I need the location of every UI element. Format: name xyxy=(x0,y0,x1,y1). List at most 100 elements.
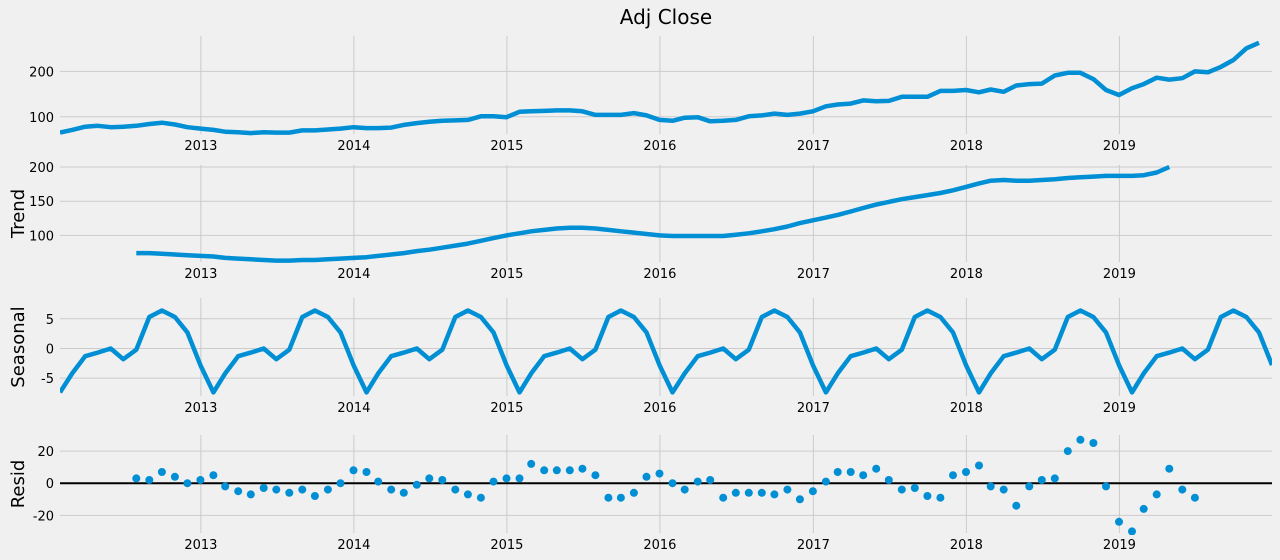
seasonal-series-line xyxy=(60,308,1272,395)
resid-point xyxy=(706,476,715,484)
resid-point xyxy=(962,468,970,476)
seasonal-xtick-label: 2013 xyxy=(184,401,217,416)
resid-point xyxy=(387,485,396,494)
resid-point xyxy=(693,477,702,486)
resid-point xyxy=(285,488,294,497)
resid-point xyxy=(209,471,218,480)
resid-point xyxy=(795,495,804,504)
trend-xtick-label: 2017 xyxy=(797,267,830,282)
resid-point xyxy=(1037,476,1046,484)
resid-point xyxy=(668,479,677,488)
resid-point xyxy=(986,482,995,491)
resid-point xyxy=(999,485,1008,494)
trend-xtick-label: 2016 xyxy=(643,267,676,282)
resid-point xyxy=(1165,464,1174,473)
seasonal-xtick-label: 2019 xyxy=(1103,401,1136,416)
adj-close-series-line xyxy=(60,40,1260,136)
adj-close-xtick-label: 2015 xyxy=(490,139,523,154)
resid-point xyxy=(362,468,371,476)
resid-xtick-label: 2015 xyxy=(490,538,523,553)
resid-point xyxy=(451,485,460,494)
resid-point xyxy=(1139,504,1148,513)
resid-point xyxy=(476,493,485,502)
resid-point xyxy=(897,485,906,494)
resid-xtick-label: 2017 xyxy=(797,538,830,553)
resid-point xyxy=(770,490,779,499)
seasonal-xtick-label: 2017 xyxy=(797,401,830,416)
seasonal-xtick-label: 2018 xyxy=(950,401,983,416)
resid-point xyxy=(552,466,561,475)
seasonal-xtick-label: 2016 xyxy=(643,401,676,416)
seasonal-ytick-label: -5 xyxy=(41,372,54,387)
resid-point xyxy=(336,479,345,488)
resid-point xyxy=(591,471,600,480)
resid-point xyxy=(859,471,868,480)
resid-point xyxy=(272,485,281,494)
resid-point xyxy=(1050,474,1059,483)
adj-close-xtick-label: 2013 xyxy=(184,139,217,154)
resid-point xyxy=(170,472,179,481)
resid-point xyxy=(604,493,613,502)
resid-point xyxy=(846,468,855,476)
trend-xtick-label: 2015 xyxy=(490,267,523,282)
resid-point xyxy=(527,459,536,468)
resid-point xyxy=(298,485,307,494)
resid-point xyxy=(642,472,651,481)
resid-point xyxy=(821,477,830,486)
trend-ytick-label: 200 xyxy=(29,161,54,176)
resid-point xyxy=(936,493,945,502)
resid-point xyxy=(833,468,842,476)
resid-xtick-label: 2013 xyxy=(184,538,217,553)
resid-point xyxy=(884,476,893,484)
resid-point xyxy=(655,469,664,478)
resid-point xyxy=(783,485,792,494)
resid-point xyxy=(221,482,230,491)
resid-point xyxy=(1089,439,1098,447)
resid-point xyxy=(757,488,766,497)
trend-ylabel: Trend xyxy=(8,189,29,239)
trend-ytick-label: 100 xyxy=(29,229,54,244)
resid-point xyxy=(425,474,434,483)
adj-close-xtick-label: 2016 xyxy=(643,139,676,154)
resid-point xyxy=(183,479,192,488)
adj-close-xtick-label: 2017 xyxy=(797,139,830,154)
resid-point xyxy=(1115,517,1123,526)
resid-point xyxy=(1178,485,1187,494)
resid-point xyxy=(1063,447,1072,456)
resid-point xyxy=(540,466,549,475)
resid-point xyxy=(565,466,574,475)
resid-ylabel: Resid xyxy=(8,460,29,509)
resid-point xyxy=(259,484,268,492)
resid-point xyxy=(1025,482,1034,491)
resid-point xyxy=(578,464,587,473)
resid-point xyxy=(1102,482,1110,491)
seasonal-xtick-label: 2014 xyxy=(337,401,370,416)
resid-xtick-label: 2016 xyxy=(643,538,676,553)
trend-xtick-label: 2014 xyxy=(337,267,370,282)
trend-ytick-label: 150 xyxy=(29,195,54,210)
resid-ytick-label: 20 xyxy=(37,445,54,460)
resid-point xyxy=(949,471,957,480)
resid-point xyxy=(438,476,447,484)
resid-point xyxy=(1076,435,1085,444)
trend-xtick-label: 2013 xyxy=(184,267,217,282)
trend-xtick-label: 2019 xyxy=(1103,267,1136,282)
resid-point xyxy=(157,468,166,476)
resid-point xyxy=(808,487,817,496)
trend-series-line xyxy=(136,164,1171,263)
resid-point xyxy=(132,474,141,483)
resid-xtick-label: 2018 xyxy=(950,538,983,553)
resid-point xyxy=(502,474,511,483)
resid-point xyxy=(1128,527,1136,535)
resid-point xyxy=(349,466,358,475)
resid-point xyxy=(196,476,205,484)
resid-point xyxy=(872,464,881,473)
resid-point xyxy=(629,488,638,497)
chart-title: Adj Close xyxy=(620,5,712,29)
resid-point xyxy=(719,493,728,502)
resid-point xyxy=(489,477,498,486)
adj-close-xtick-label: 2014 xyxy=(337,139,370,154)
seasonal-xtick-label: 2015 xyxy=(490,401,523,416)
seasonal-ytick-label: 5 xyxy=(46,313,54,328)
trend-xtick-label: 2018 xyxy=(950,267,983,282)
